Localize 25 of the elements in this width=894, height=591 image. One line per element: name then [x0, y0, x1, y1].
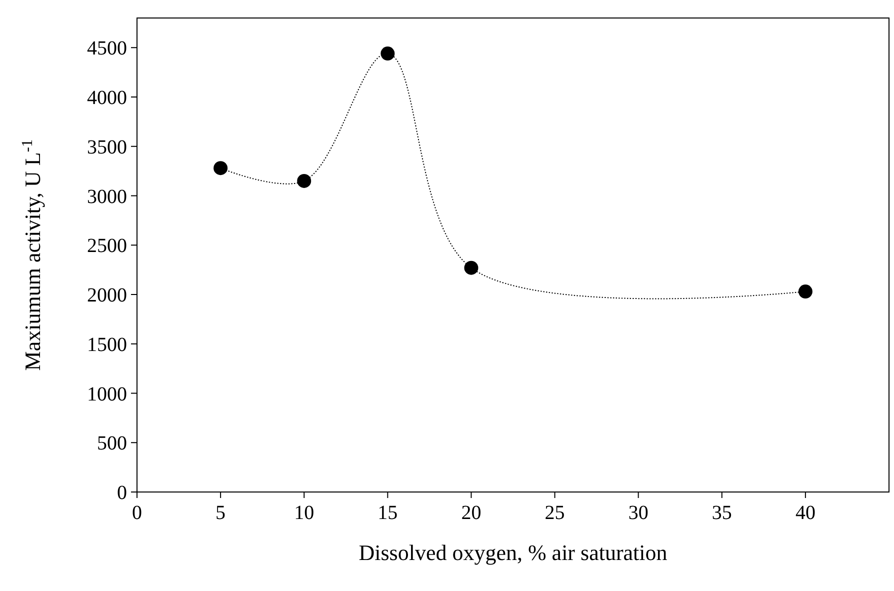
point — [297, 174, 312, 188]
x-tick-label: 20 — [461, 502, 482, 524]
x-tick-label: 10 — [294, 502, 314, 524]
y-tick-label: 500 — [97, 432, 127, 455]
y-tick-label: 2500 — [87, 235, 127, 258]
x-tick-label: 40 — [795, 502, 816, 524]
x-tick-label: 0 — [132, 502, 142, 524]
y-tick-label: 4500 — [87, 38, 127, 60]
y-tick-label: 0 — [117, 482, 127, 504]
y-tick-label: 1000 — [87, 383, 127, 406]
x-tick-label: 35 — [712, 502, 732, 524]
y-tick-label: 4000 — [87, 87, 127, 109]
x-axis-title: Dissolved oxygen, % air saturation — [358, 540, 668, 565]
y-tick-label: 3000 — [87, 186, 127, 208]
point — [380, 46, 395, 61]
y-tick-label: 3500 — [87, 136, 127, 158]
y-tick-label: 1500 — [87, 334, 127, 356]
point — [798, 284, 812, 299]
x-tick-label: 30 — [628, 502, 648, 524]
x-tick-label: 5 — [216, 502, 226, 524]
y-tick-label: 2000 — [87, 284, 127, 306]
x-tick-label: 15 — [378, 502, 398, 524]
x-tick-label: 25 — [544, 502, 565, 524]
point — [214, 161, 228, 176]
point — [464, 260, 478, 275]
